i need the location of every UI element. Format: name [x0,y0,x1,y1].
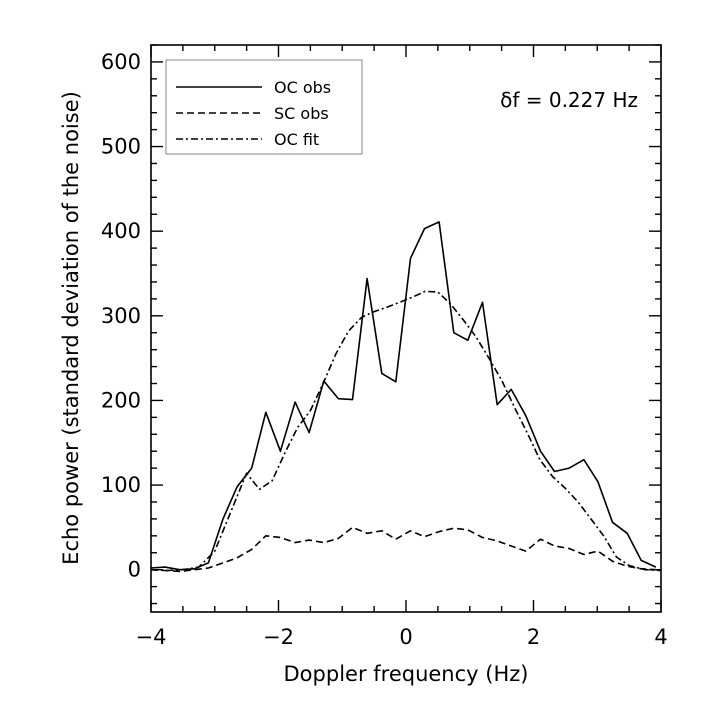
series-line-sc-obs [150,526,656,573]
y-tick-label: 300 [101,304,141,328]
y-axis-title: Echo power (standard deviation of the no… [59,91,83,565]
legend-label-oc-obs: OC obs [274,78,331,97]
y-tick-label: 0 [128,558,141,582]
x-axis-title: Doppler frequency (Hz) [284,662,529,686]
legend-box [165,59,363,155]
series-layer [150,221,662,573]
x-tick-label: 0 [399,625,412,649]
y-tick-label: 600 [101,50,141,74]
legend-label-sc-obs: SC obs [274,104,329,123]
x-axis-ticks: −4 −2 0 2 4 [136,45,668,649]
frequency-resolution-annotation: δf = 0.227 Hz [500,88,638,112]
x-tick-label: −2 [263,625,294,649]
legend-label-oc-fit: OC fit [274,130,319,149]
legend: OC obs SC obs OC fit [165,59,363,155]
y-tick-label: 400 [101,219,141,243]
y-axis-ticks: 0 100 200 300 400 500 600 [101,44,661,605]
y-tick-label: 500 [101,135,141,159]
series-line-oc-fit [150,290,662,572]
x-tick-label: 4 [654,625,667,649]
x-tick-label: 2 [527,625,540,649]
x-tick-label: −4 [136,625,167,649]
series-line-oc-obs [150,221,657,571]
y-tick-label: 200 [101,388,141,412]
y-tick-label: 100 [101,473,141,497]
